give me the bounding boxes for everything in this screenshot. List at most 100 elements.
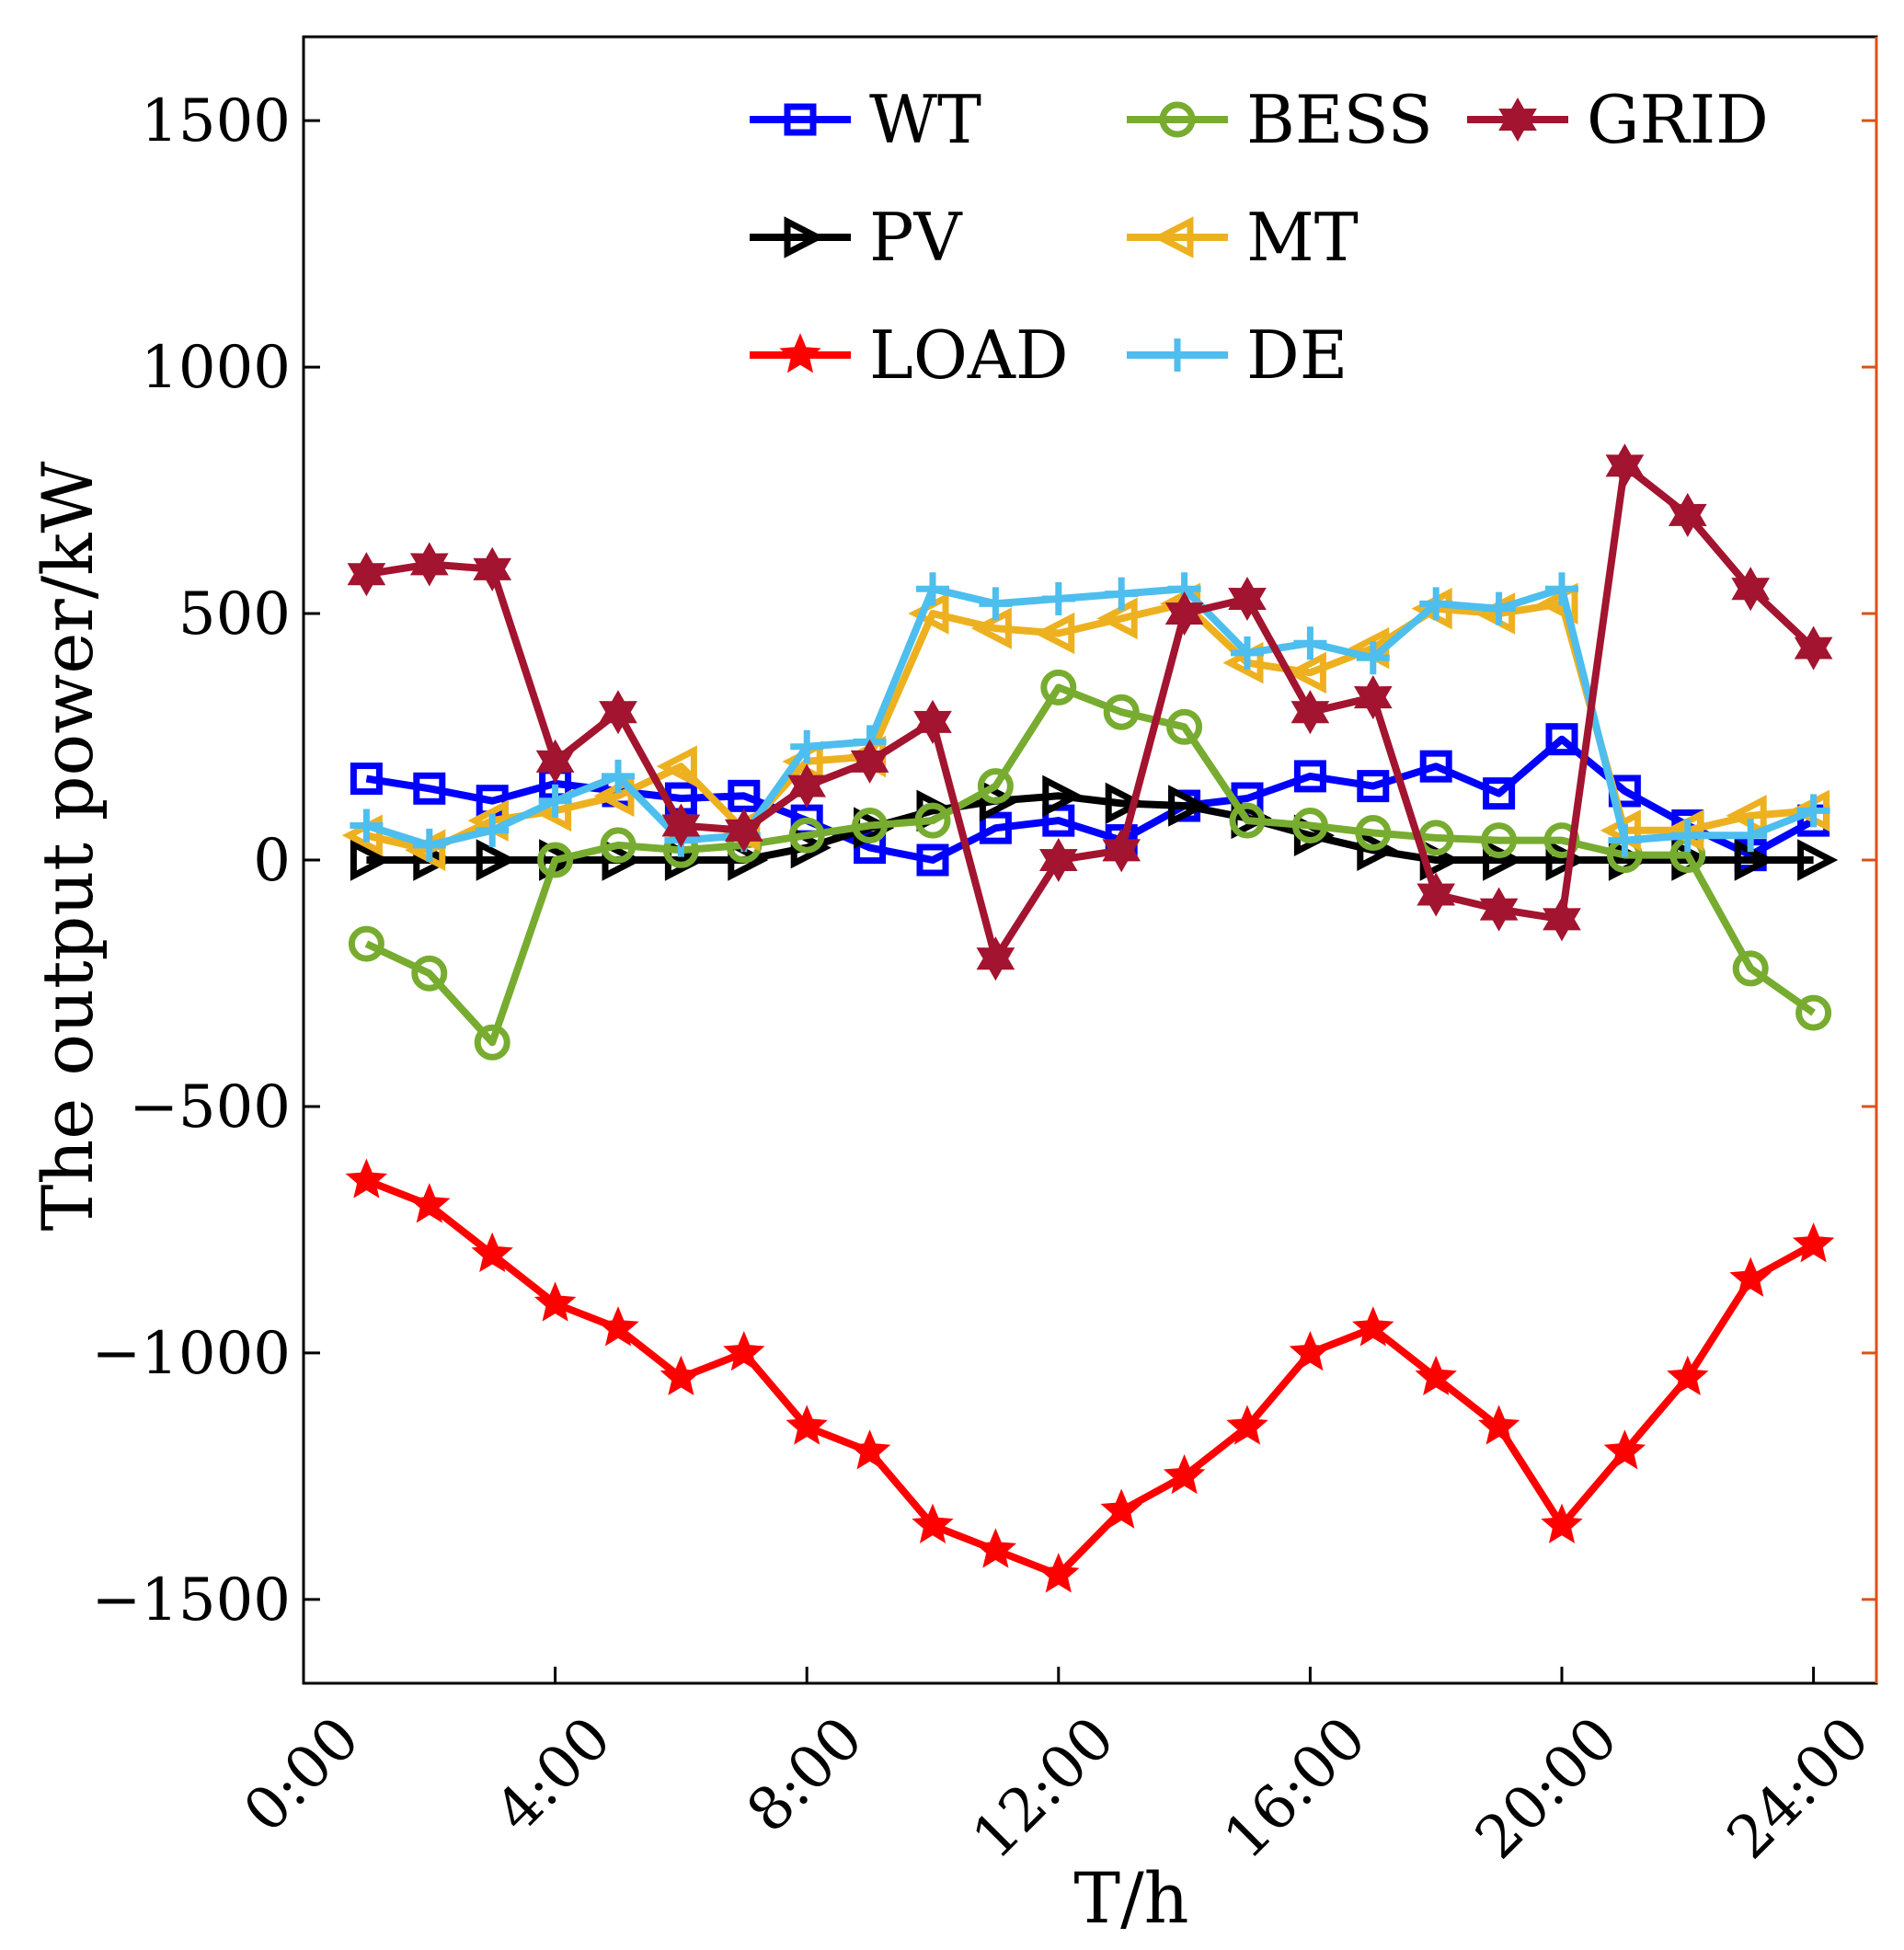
data-point-de xyxy=(1231,636,1264,670)
data-point-bess xyxy=(600,827,637,864)
data-point-pv xyxy=(350,839,392,881)
data-point-de xyxy=(1545,572,1578,606)
data-point-bess xyxy=(411,955,448,992)
legend-marker-wt xyxy=(784,103,817,136)
data-point-mt xyxy=(1096,597,1138,640)
data-point-load xyxy=(723,1331,765,1371)
data-point-de xyxy=(790,729,824,763)
data-point-grid xyxy=(1543,897,1581,942)
data-point-grid xyxy=(599,690,637,735)
legend-item-bess: BESS xyxy=(1127,81,1433,158)
data-point-mt xyxy=(1285,651,1326,694)
y-tick-label: −500 xyxy=(129,1073,291,1141)
data-point-grid xyxy=(1479,887,1519,932)
data-point-de xyxy=(916,572,949,606)
legend-marker-bess xyxy=(1159,101,1196,138)
data-point-de xyxy=(1796,794,1830,828)
y-tick-label: 0 xyxy=(253,827,291,895)
data-point-load xyxy=(597,1306,639,1347)
x-axis-label: T/h xyxy=(1073,1857,1188,1939)
data-point-load xyxy=(1541,1503,1583,1543)
data-point-load xyxy=(848,1429,891,1470)
y-tick-label: 1000 xyxy=(141,334,291,402)
data-point-pv xyxy=(602,839,643,881)
data-point-bess xyxy=(788,817,825,854)
data-point-bess xyxy=(1481,822,1518,859)
data-point-bess xyxy=(474,1024,510,1061)
data-point-load xyxy=(1289,1331,1332,1371)
data-point-load xyxy=(1667,1355,1709,1396)
data-point-grid xyxy=(1228,576,1267,622)
data-point-grid xyxy=(347,552,386,597)
series-grid xyxy=(347,443,1833,981)
y-tick-label: −1000 xyxy=(92,1320,292,1388)
data-point-bess xyxy=(1732,950,1769,987)
legend-item-grid: GRID xyxy=(1467,81,1769,158)
data-point-load xyxy=(1352,1306,1394,1347)
data-point-bess xyxy=(852,807,889,843)
legend-item-de: DE xyxy=(1127,316,1348,394)
legend-item-wt: WT xyxy=(750,81,981,158)
data-point-de xyxy=(979,587,1013,621)
data-point-bess xyxy=(1229,802,1266,839)
legend: WT PV LOAD BESS MT DE GRID xyxy=(750,81,1769,394)
data-point-bess xyxy=(1795,994,1832,1031)
data-point-bess xyxy=(348,925,384,962)
data-point-load xyxy=(912,1503,954,1543)
data-point-grid xyxy=(1794,625,1833,671)
data-point-grid xyxy=(473,546,512,591)
data-point-load xyxy=(345,1158,388,1199)
legend-label-load: LOAD xyxy=(869,316,1069,394)
data-point-grid xyxy=(1038,837,1078,883)
data-point-bess xyxy=(1355,815,1392,852)
data-point-de xyxy=(476,813,510,847)
data-point-wt xyxy=(916,843,949,877)
data-point-de xyxy=(1670,819,1704,853)
data-point-load xyxy=(660,1355,703,1396)
data-point-grid xyxy=(1417,872,1456,917)
legend-marker-pv xyxy=(784,216,825,258)
data-point-wt xyxy=(1293,760,1326,793)
data-point-load xyxy=(1415,1355,1457,1396)
data-point-load xyxy=(1477,1405,1520,1445)
data-point-grid xyxy=(976,936,1015,981)
legend-item-load: LOAD xyxy=(750,316,1069,394)
data-point-grid xyxy=(787,763,827,809)
data-point-de xyxy=(350,809,384,843)
data-point-wt xyxy=(1419,750,1452,783)
data-point-grid xyxy=(1290,690,1330,735)
data-point-load xyxy=(533,1281,577,1322)
data-point-bess xyxy=(914,802,951,839)
data-point-wt xyxy=(350,763,383,796)
series-load xyxy=(345,1158,1835,1593)
legend-label-grid: GRID xyxy=(1587,81,1769,158)
data-point-grid xyxy=(1353,675,1393,720)
data-point-pv xyxy=(979,779,1021,822)
y-tick-label: 500 xyxy=(178,580,291,648)
data-point-de xyxy=(1356,641,1390,675)
legend-marker-de xyxy=(1161,338,1194,372)
data-point-pv xyxy=(1797,839,1839,881)
data-point-load xyxy=(1729,1256,1772,1297)
data-point-load xyxy=(786,1405,828,1445)
series-line-de xyxy=(365,585,1816,849)
data-point-load xyxy=(408,1183,451,1223)
legend-item-pv: PV xyxy=(750,199,963,276)
data-point-de xyxy=(1419,587,1453,621)
data-point-wt xyxy=(413,772,446,805)
data-point-wt xyxy=(1545,723,1578,756)
data-point-de xyxy=(1041,581,1075,615)
data-point-bess xyxy=(1103,694,1140,730)
chart-marks xyxy=(341,443,1839,1593)
data-point-grid xyxy=(1164,591,1204,637)
data-point-bess xyxy=(977,768,1014,805)
data-point-pv xyxy=(1168,785,1210,827)
data-point-wt xyxy=(979,811,1012,844)
legend-label-bess: BESS xyxy=(1246,81,1433,158)
legend-label-de: DE xyxy=(1246,316,1348,394)
data-point-pv xyxy=(728,839,769,881)
data-point-de xyxy=(602,759,635,793)
data-point-load xyxy=(1038,1553,1080,1593)
